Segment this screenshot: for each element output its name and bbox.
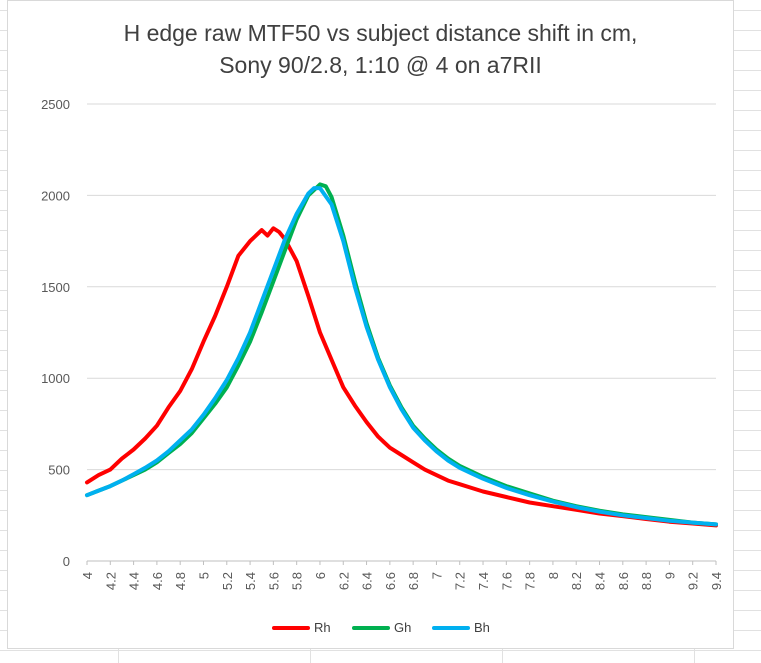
x-tick-label: 4.6 [150,572,165,590]
x-tick-label: 4.2 [103,572,118,590]
x-tick-label: 7.2 [453,572,468,590]
x-tick-label: 4.8 [173,572,188,590]
x-tick-label: 9.2 [686,572,701,590]
x-tick-label: 9.4 [709,572,724,590]
x-tick-label: 4 [80,572,95,579]
legend-swatch-gh [352,626,390,630]
x-tick-label: 6.8 [406,572,421,590]
chart-title-line-2: Sony 90/2.8, 1:10 @ 4 on a7RII [219,52,542,78]
x-tick-label: 8.8 [639,572,654,590]
series-line-gh[interactable] [85,182,718,527]
x-tick-label: 6.4 [360,572,375,590]
y-tick-label: 500 [48,463,70,478]
series-line-bh[interactable] [85,186,718,527]
y-tick-label: 1500 [41,280,70,295]
legend-swatch-bh [432,626,470,630]
y-tick-label: 1000 [41,371,70,386]
x-tick-label: 8.4 [593,572,608,590]
x-tick-label: 7.4 [476,572,491,590]
x-tick-label: 5.2 [220,572,235,590]
x-tick-label: 5.6 [266,572,281,590]
x-tick-label: 5.4 [243,572,258,590]
x-tick-label: 8.2 [569,572,584,590]
x-tick-label: 5 [196,572,211,579]
y-tick-label: 2000 [41,188,70,203]
x-tick-label: 6 [313,572,328,579]
legend-label-bh: Bh [474,620,490,635]
series-line-rh[interactable] [85,226,718,528]
x-tick-label: 9 [662,572,677,579]
x-tick-label: 7 [429,572,444,579]
x-tick-label: 6.2 [336,572,351,590]
chart-area[interactable] [7,0,734,649]
legend-label-rh: Rh [314,620,331,635]
x-tick-label: 5.8 [290,572,305,590]
x-tick-label: 7.8 [523,572,538,590]
y-tick-label: 0 [63,554,70,569]
chart-title-line-1: H edge raw MTF50 vs subject distance shi… [123,20,638,46]
x-tick-label: 4.4 [127,572,142,590]
y-tick-label: 2500 [41,97,70,112]
x-tick-label: 8 [546,572,561,579]
legend-label-gh: Gh [394,620,412,635]
x-tick-label: 8.6 [616,572,631,590]
x-tick-label: 7.6 [499,572,514,590]
x-tick-label: 6.6 [383,572,398,590]
legend-swatch-rh [272,626,310,630]
